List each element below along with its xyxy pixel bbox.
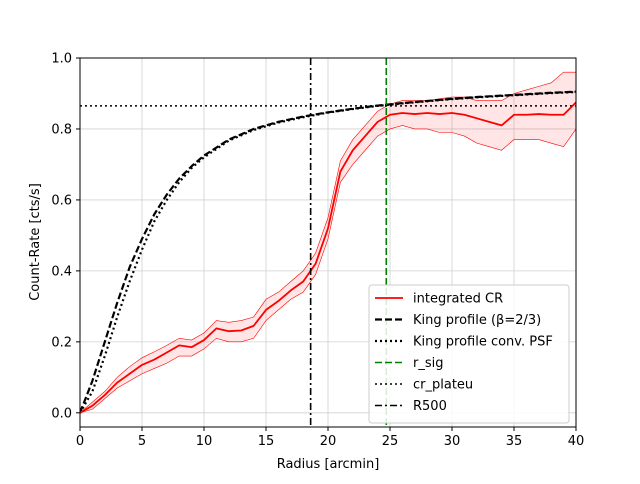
axes-frame (79, 57, 577, 428)
y-tick-label: 0.8 (51, 122, 72, 137)
series-line-integrated-solid (80, 101, 576, 414)
series-line-king-dotted (80, 90, 576, 414)
x-tick-label: 10 (196, 434, 213, 449)
integrated-cr-upper (80, 71, 576, 414)
legend-label: cr_plateu (413, 378, 473, 393)
plot-area (80, 58, 576, 427)
y-tick-label: 0.4 (51, 264, 72, 279)
integrated-cr-lower (80, 125, 576, 414)
y-ticks: 0.0 0.2 0.4 0.6 0.8 1.0 (51, 52, 80, 421)
y-tick-label: 1.0 (51, 52, 72, 67)
y-tick-label: 0.0 (51, 406, 72, 421)
x-tick-label: 5 (138, 434, 146, 449)
x-tick-label: 0 (76, 434, 84, 449)
y-axis-label: Count-Rate [cts/s] (28, 183, 43, 301)
x-tick-label: 15 (258, 434, 275, 449)
x-tick-label: 35 (506, 434, 523, 449)
x-axis-label: Radius [arcmin] (277, 457, 380, 472)
legend: integrated CR King profile (β=2/3) King pr… (368, 284, 570, 424)
x-tick-label: 30 (444, 434, 461, 449)
y-tick-label: 0.6 (51, 193, 72, 208)
x-tick-label: 40 (568, 434, 585, 449)
legend-label: King profile conv. PSF (413, 335, 553, 350)
x-ticks: 0 5 10 15 20 25 30 35 40 (76, 427, 584, 449)
x-tick-label: 25 (382, 434, 399, 449)
legend-label: integrated CR (413, 292, 503, 307)
legend-label: r_sig (413, 356, 443, 371)
legend-label: King profile (β=2/3) (413, 313, 541, 328)
legend-label: R500 (413, 399, 447, 414)
y-tick-label: 0.2 (51, 335, 72, 350)
legend-box (368, 284, 570, 424)
plot-clip-group (80, 58, 576, 427)
x-tick-label: 20 (320, 434, 337, 449)
